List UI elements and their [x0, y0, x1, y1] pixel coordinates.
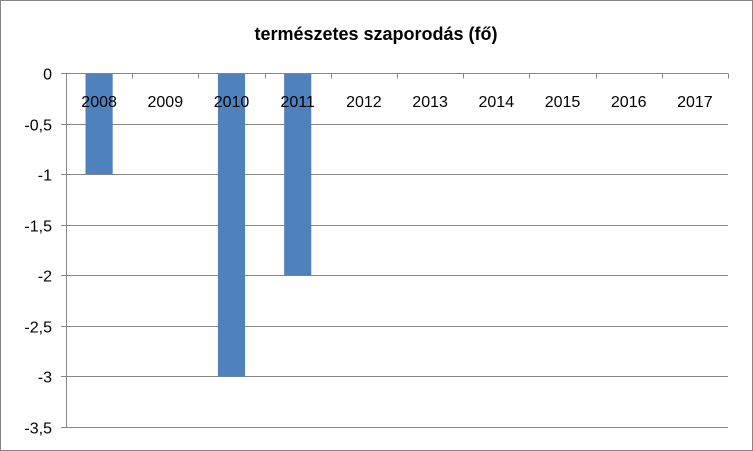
bars — [85, 73, 312, 377]
y-tick-label: -1,5 — [24, 219, 52, 236]
bar-2010 — [217, 73, 246, 377]
x-tick-label: 2015 — [545, 94, 581, 111]
y-tick-label: -3 — [38, 370, 52, 387]
y-tick-label: 0 — [43, 67, 52, 84]
bar-2011 — [284, 73, 312, 276]
x-tick-label: 2010 — [214, 94, 250, 111]
bar-2008 — [85, 73, 113, 175]
y-tick-label: -0,5 — [24, 118, 52, 135]
x-tick-label: 2016 — [611, 94, 647, 111]
x-tick-label: 2008 — [81, 94, 117, 111]
y-tick-label: -3,5 — [24, 421, 52, 438]
y-tick-labels: 0 -0,5 -1 -1,5 -2 -2,5 -3 -3,5 — [24, 67, 52, 438]
y-tick-label: -1 — [38, 168, 52, 185]
gridlines — [66, 73, 728, 428]
axes — [61, 73, 729, 428]
x-tick-label: 2014 — [479, 94, 515, 111]
x-tick-label: 2012 — [346, 94, 382, 111]
x-tick-label: 2013 — [412, 94, 448, 111]
x-tick-label: 2009 — [148, 94, 184, 111]
x-tick-labels: 2008 2009 2010 2011 2012 2013 2014 2015 2016 2017 — [81, 94, 712, 111]
y-tick-label: -2,5 — [24, 320, 52, 337]
chart-title: természetes szaporodás (fő) — [254, 24, 497, 44]
x-tick-label: 2017 — [677, 94, 713, 111]
x-tick-label: 2011 — [280, 94, 315, 111]
y-tick-label: -2 — [38, 269, 52, 286]
